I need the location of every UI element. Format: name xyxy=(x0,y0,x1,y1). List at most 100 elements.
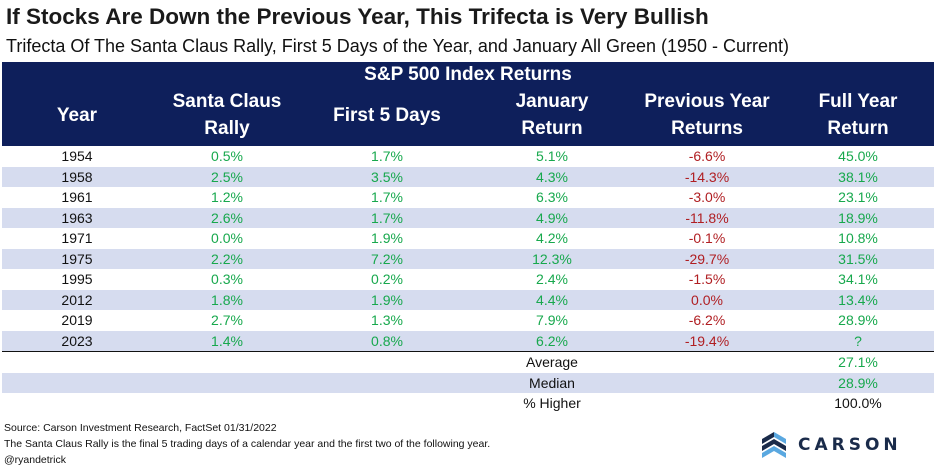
return-cell: 6.3% xyxy=(536,189,568,205)
column-header-line1: January xyxy=(515,91,589,112)
year-cell: 1961 xyxy=(61,189,93,205)
carson-chevron-logo-icon xyxy=(762,432,786,458)
column-header-0: Year xyxy=(2,88,152,146)
page-subtitle: Trifecta Of The Santa Claus Rally, First… xyxy=(6,36,790,56)
logo-text: CARSON xyxy=(798,435,902,455)
year-cell: 1995 xyxy=(61,271,93,287)
year-cell: 1954 xyxy=(61,148,93,164)
column-header-2: First 5 Days xyxy=(302,88,472,146)
column-header-line1: Year xyxy=(56,104,98,126)
table-row: 1958 2.5% 3.5% 4.3% -14.3% 38.1% xyxy=(2,166,935,187)
column-header-1: Santa Claus Rally xyxy=(152,88,302,146)
summary-label: Median xyxy=(472,372,632,393)
return-cell: 0.8% xyxy=(302,330,472,352)
return-cell: -29.7% xyxy=(632,248,782,269)
column-header-row: Year Santa Claus Rally First 5 Days January R… xyxy=(2,88,935,146)
return-cell: 4.2% xyxy=(536,230,568,246)
return-cell: 4.4% xyxy=(472,289,632,310)
return-cell: -11.8% xyxy=(632,207,782,228)
table-body: 1954 0.5% 1.7% 5.1% -6.6% 45.0% 1958 2.5% 3.5% 4.… xyxy=(2,146,935,352)
source-note: Source: Carson Investment Research, Fact… xyxy=(4,422,277,434)
summary-row: % Higher 100.0% xyxy=(2,393,934,414)
footer: Source: Carson Investment Research, Fact… xyxy=(4,420,490,468)
summary-empty-cell xyxy=(302,393,472,414)
column-header-line2: Return xyxy=(521,118,583,139)
summary-empty-cell xyxy=(632,372,782,393)
table-row: 1995 0.3% 0.2% 2.4% -1.5% 34.1% xyxy=(2,269,934,290)
return-cell: 0.5% xyxy=(211,148,243,164)
return-cell: 7.2% xyxy=(302,248,472,269)
return-cell: 1.4% xyxy=(152,330,302,352)
return-cell: 2.2% xyxy=(152,248,302,269)
carson-logo: CARSON xyxy=(760,430,902,460)
return-cell: -0.1% xyxy=(688,230,726,246)
summary-empty-cell xyxy=(2,372,152,393)
return-cell: -3.0% xyxy=(688,189,726,205)
return-cell: 2.6% xyxy=(152,207,302,228)
return-cell: 12.3% xyxy=(472,248,632,269)
summary-value: 100.0% xyxy=(834,395,882,411)
column-header-line1: Santa Claus xyxy=(172,91,282,112)
return-cell: 4.9% xyxy=(472,207,632,228)
return-cell: 2.5% xyxy=(152,166,302,187)
summary-row: Median 28.9% xyxy=(2,372,935,393)
summary-section: Average 27.1% Median 28.9% % Higher 100.0% xyxy=(2,352,935,414)
column-header-5: Full Year Return xyxy=(782,88,935,146)
return-cell: 1.7% xyxy=(371,148,403,164)
page-title: If Stocks Are Down the Previous Year, Th… xyxy=(6,4,709,29)
summary-row: Average 27.1% xyxy=(2,352,934,373)
summary-empty-cell xyxy=(2,352,152,373)
return-cell: 10.8% xyxy=(838,230,878,246)
column-header-line2: Returns xyxy=(671,118,743,139)
return-cell: 2.7% xyxy=(211,312,243,328)
column-header-line2: Return xyxy=(827,118,889,139)
return-cell: 4.3% xyxy=(472,166,632,187)
return-cell: 0.2% xyxy=(371,271,403,287)
year-cell: 1963 xyxy=(2,207,152,228)
year-cell: 1971 xyxy=(61,230,93,246)
return-cell: 0.0% xyxy=(632,289,782,310)
return-cell: 38.1% xyxy=(782,166,935,187)
return-cell: 1.7% xyxy=(371,189,403,205)
table-row: 1961 1.2% 1.7% 6.3% -3.0% 23.1% xyxy=(2,187,934,208)
return-cell: 0.3% xyxy=(211,271,243,287)
returns-table: S&P 500 Index Returns Year Santa Claus Ral… xyxy=(2,62,935,414)
return-cell: 3.5% xyxy=(302,166,472,187)
summary-empty-cell xyxy=(302,352,472,373)
table-row: 1971 0.0% 1.9% 4.2% -0.1% 10.8% xyxy=(2,228,934,249)
table-row: 1975 2.2% 7.2% 12.3% -29.7% 31.5% xyxy=(2,248,935,269)
author-handle: @ryandetrick xyxy=(4,454,67,466)
column-header-4: Previous Year Returns xyxy=(632,88,782,146)
summary-empty-cell xyxy=(152,393,302,414)
column-header-line1: Full Year xyxy=(818,91,898,112)
summary-empty-cell xyxy=(302,372,472,393)
table-row: 2012 1.8% 1.9% 4.4% 0.0% 13.4% xyxy=(2,289,935,310)
table-row: 2023 1.4% 0.8% 6.2% -19.4%? xyxy=(2,330,935,352)
return-cell: 1.8% xyxy=(152,289,302,310)
summary-empty-cell xyxy=(632,352,782,373)
return-cell: 5.1% xyxy=(536,148,568,164)
table-row: 1963 2.6% 1.7% 4.9% -11.8% 18.9% xyxy=(2,207,935,228)
return-cell: 31.5% xyxy=(782,248,935,269)
return-cell: 34.1% xyxy=(838,271,878,287)
summary-empty-cell xyxy=(2,393,152,414)
return-cell: 23.1% xyxy=(838,189,878,205)
return-cell: -6.2% xyxy=(688,312,726,328)
returns-table-container: S&P 500 Index Returns Year Santa Claus Ral… xyxy=(2,62,935,414)
return-cell: -14.3% xyxy=(632,166,782,187)
summary-empty-cell xyxy=(632,393,782,414)
column-header-line1: First 5 Days xyxy=(333,104,441,126)
return-cell: 1.9% xyxy=(371,230,403,246)
return-cell: 13.4% xyxy=(782,289,935,310)
return-cell: 7.9% xyxy=(536,312,568,328)
table-row: 1954 0.5% 1.7% 5.1% -6.6% 45.0% xyxy=(2,146,934,167)
column-header-3: January Return xyxy=(472,88,632,146)
summary-empty-cell xyxy=(152,372,302,393)
return-cell: 1.3% xyxy=(371,312,403,328)
return-cell: 1.9% xyxy=(302,289,472,310)
return-cell: -19.4% xyxy=(632,330,782,352)
return-cell: 0.0% xyxy=(211,230,243,246)
summary-empty-cell xyxy=(152,352,302,373)
definition-note: The Santa Claus Rally is the final 5 tra… xyxy=(4,438,491,450)
summary-label: % Higher xyxy=(523,395,581,411)
